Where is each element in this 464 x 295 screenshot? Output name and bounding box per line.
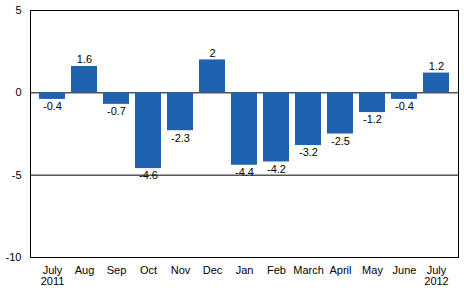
svg-text:Dec: Dec xyxy=(203,264,223,276)
svg-text:-2.3: -2.3 xyxy=(171,132,190,144)
svg-text:-4.6: -4.6 xyxy=(139,169,158,181)
svg-text:Oct: Oct xyxy=(140,264,157,276)
svg-text:-4.2: -4.2 xyxy=(267,163,286,175)
svg-text:-0.4: -0.4 xyxy=(43,100,62,112)
svg-text:Jan: Jan xyxy=(236,264,254,276)
svg-text:April: April xyxy=(329,264,351,276)
svg-text:-0.4: -0.4 xyxy=(395,100,414,112)
svg-text:-2.5: -2.5 xyxy=(331,135,350,147)
svg-text:1.2: 1.2 xyxy=(429,60,444,72)
svg-text:-5: -5 xyxy=(12,169,22,181)
svg-text:1.6: 1.6 xyxy=(77,53,92,65)
svg-text:-0.7: -0.7 xyxy=(107,105,126,117)
svg-text:March: March xyxy=(293,264,324,276)
svg-text:Sep: Sep xyxy=(107,264,127,276)
svg-text:July2011: July2011 xyxy=(41,264,65,287)
svg-text:June: June xyxy=(393,264,417,276)
svg-text:5: 5 xyxy=(15,4,21,16)
svg-text:0: 0 xyxy=(15,86,21,98)
svg-text:Nov: Nov xyxy=(171,264,191,276)
svg-text:Aug: Aug xyxy=(75,264,95,276)
svg-text:2: 2 xyxy=(209,47,215,59)
svg-text:-4.4: -4.4 xyxy=(235,166,254,178)
svg-text:Feb: Feb xyxy=(267,264,286,276)
svg-text:-10: -10 xyxy=(6,251,22,263)
svg-text:May: May xyxy=(362,264,383,276)
svg-text:July2012: July2012 xyxy=(424,264,448,287)
svg-text:-3.2: -3.2 xyxy=(299,146,318,158)
svg-text:-1.2: -1.2 xyxy=(363,113,382,125)
